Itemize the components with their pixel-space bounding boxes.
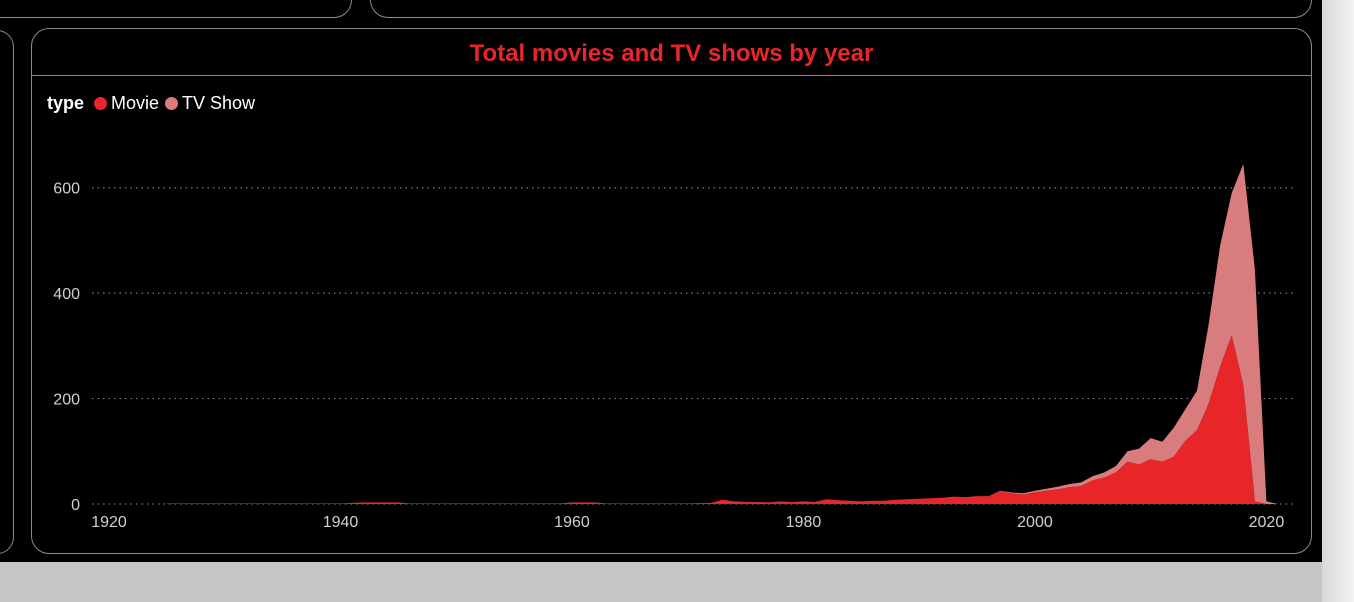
legend-item-tv-show[interactable]: TV Show [165,93,255,114]
legend-title: type [47,93,85,113]
area-chart[interactable]: 0 200 400 600 1920 1940 1960 1980 2000 2020 [32,29,1310,551]
chart-panel[interactable]: Total movies and TV shows by year type M… [31,28,1312,554]
chart-legend: type Movie TV Show [47,93,261,114]
top-left-visual-panel [0,0,352,18]
x-tick-label-1980: 1980 [786,514,822,531]
chart-title: Total movies and TV shows by year [469,40,874,67]
legend-label-tv-show: TV Show [182,93,256,113]
window-right-strip [1322,0,1354,602]
y-tick-label-400: 400 [53,286,80,303]
left-visual-panel [0,30,14,554]
y-tick-label-200: 200 [53,392,80,409]
x-tick-label-2020: 2020 [1249,514,1285,531]
y-tick-label-600: 600 [53,181,80,198]
legend-swatch-movie [94,97,108,110]
area-series-tv-show[interactable] [166,164,1278,504]
window-bottom-strip [0,562,1354,602]
top-right-visual-panel [370,0,1312,18]
area-series-movie[interactable] [166,335,1278,504]
x-tick-label-1940: 1940 [323,514,359,531]
y-tick-label-0: 0 [71,497,80,514]
x-tick-label-1960: 1960 [554,514,590,531]
title-divider [32,75,1311,76]
legend-item-movie[interactable]: Movie [94,93,159,114]
legend-label-movie: Movie [111,93,160,113]
legend-swatch-tv-show [165,97,179,110]
x-tick-label-2000: 2000 [1017,514,1053,531]
x-tick-label-1920: 1920 [91,514,127,531]
